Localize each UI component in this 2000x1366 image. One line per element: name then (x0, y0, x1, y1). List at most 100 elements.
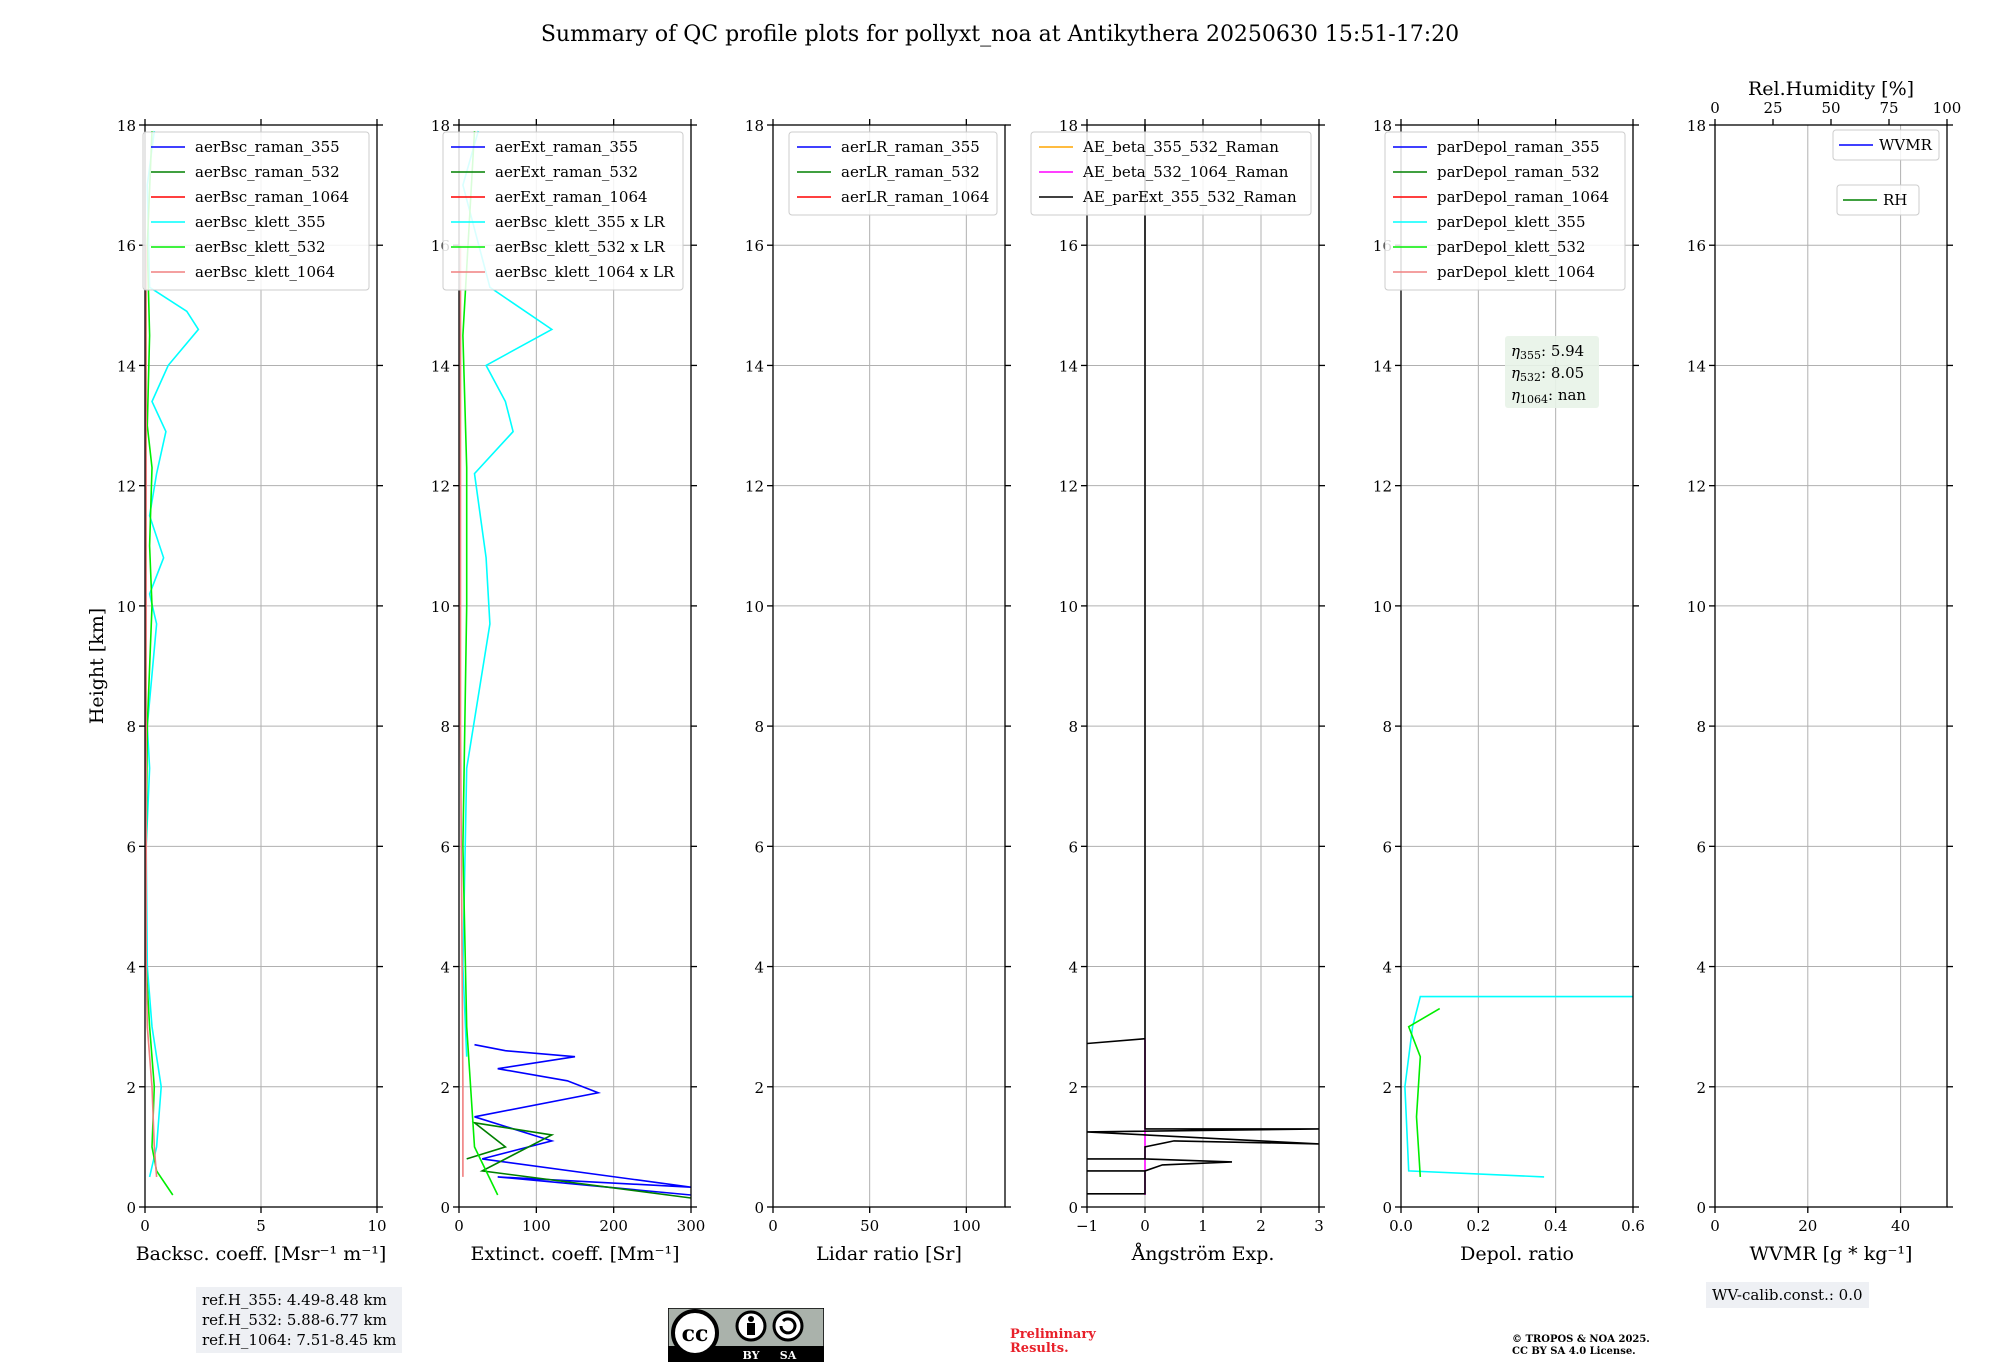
legend-label: AE_beta_532_1064_Raman (1082, 163, 1289, 181)
legend-box (1836, 184, 1920, 216)
y-tick-label: 16 (1059, 237, 1078, 255)
legend-label: aerBsc_raman_532 (195, 163, 340, 181)
panel-3: 0 2 4 6 8 10 12 14 16 18 0 50 100 Lidar ratio [Sr] aer… (745, 117, 1011, 1265)
x-tick-label: 5 (256, 1217, 266, 1235)
series-line (466, 1121, 691, 1199)
legend-label: aerExt_raman_1064 (495, 188, 648, 206)
y-tick-label: 8 (1696, 718, 1706, 736)
y-tick-label: 6 (754, 838, 764, 856)
y-tick-label: 10 (1687, 598, 1706, 616)
legend-label: AE_parExt_355_532_Raman (1082, 188, 1297, 206)
legend-label: parDepol_raman_532 (1437, 163, 1600, 181)
x-tick-label: 1 (1198, 1217, 1208, 1235)
series-line (145, 130, 174, 1196)
y-tick-label: 14 (1373, 357, 1392, 375)
y-tick-label: 18 (431, 117, 450, 135)
x-axis-label: Lidar ratio [Sr] (816, 1243, 962, 1265)
x-axis-label: WVMR [g * kg⁻¹] (1750, 1243, 1913, 1265)
legend-box (142, 131, 370, 291)
series-line (1407, 1007, 1441, 1177)
series-line (145, 130, 200, 1178)
y-tick-label: 18 (1373, 117, 1392, 135)
y-tick-label: 8 (1068, 718, 1078, 736)
eta-annotation: η532: 8.05 (1511, 364, 1584, 384)
ref-height-532: ref.H_532: 5.88-6.77 km (202, 1311, 387, 1329)
y-tick-label: 0 (440, 1199, 450, 1217)
x-axis-label: Extinct. coeff. [Mm⁻¹] (470, 1243, 679, 1265)
y-tick-label: 2 (1068, 1079, 1078, 1097)
x-axis-label: Depol. ratio (1460, 1243, 1574, 1265)
x-tick-label: 3 (1314, 1217, 1324, 1235)
series-line (1087, 125, 1319, 1195)
series-line (459, 245, 464, 1177)
legend-label: parDepol_raman_355 (1437, 138, 1600, 156)
sa-text: SA (780, 1349, 797, 1362)
cc-text: cc (682, 1321, 709, 1347)
y-tick-label: 6 (440, 838, 450, 856)
x-tick-label: 0 (454, 1217, 464, 1235)
x-tick-label: 0 (1140, 1217, 1150, 1235)
legend-box (788, 131, 998, 216)
x2-tick-label: 75 (1879, 99, 1898, 117)
copyright-note: © TROPOS & NOA 2025. CC BY SA 4.0 Licens… (1512, 1334, 1650, 1357)
x-tick-label: 0 (1710, 1217, 1720, 1235)
x-tick-label: 300 (677, 1217, 706, 1235)
y-tick-label: 2 (1696, 1079, 1706, 1097)
y-tick-label: 18 (1687, 117, 1706, 135)
plot-frame (458, 124, 692, 1208)
sa-icon (772, 1310, 804, 1342)
series-line (1404, 995, 1633, 1178)
legend-label: AE_beta_355_532_Raman (1082, 138, 1279, 156)
y-tick-label: 0 (1382, 1199, 1392, 1217)
y-tick-label: 6 (1382, 838, 1392, 856)
y-tick-label: 12 (745, 478, 764, 496)
x-tick-label: 0.2 (1466, 1217, 1490, 1235)
y-tick-label: 14 (745, 357, 764, 375)
y-tick-label: 16 (117, 237, 136, 255)
x-tick-label: 0.6 (1621, 1217, 1645, 1235)
y-tick-label: 4 (1696, 959, 1706, 977)
legend-label: aerBsc_raman_355 (195, 138, 340, 156)
legend-label: parDepol_klett_532 (1437, 238, 1586, 256)
y-tick-label: 18 (117, 117, 136, 135)
y-tick-label: 0 (1696, 1199, 1706, 1217)
x2-tick-label: 0 (1710, 99, 1720, 117)
y-tick-label: 4 (1068, 959, 1078, 977)
y-tick-label: 2 (440, 1079, 450, 1097)
x-tick-label: 20 (1798, 1217, 1817, 1235)
cc-license-badge: cc BY SA (667, 1307, 825, 1363)
y-tick-label: 10 (745, 598, 764, 616)
legend-label: aerBsc_klett_355 (195, 213, 326, 231)
x-tick-label: 0.0 (1389, 1217, 1413, 1235)
x-tick-label: 40 (1891, 1217, 1910, 1235)
y-tick-label: 10 (1059, 598, 1078, 616)
ref-height-1064: ref.H_1064: 7.51-8.45 km (202, 1331, 397, 1349)
y-tick-label: 6 (1696, 838, 1706, 856)
x2-tick-label: 50 (1821, 99, 1840, 117)
y-tick-label: 2 (1382, 1079, 1392, 1097)
panel-1: 0 2 4 6 8 10 12 14 16 18 0 5 10 Backsc. coeff. [Msr⁻¹… (117, 117, 387, 1265)
legend-label: aerBsc_raman_1064 (195, 188, 349, 206)
y-axis-label: Height [km] (86, 608, 108, 724)
x2-axis-label: Rel.Humidity [%] (1748, 78, 1914, 100)
y-tick-label: 16 (745, 237, 764, 255)
x-tick-label: 0 (768, 1217, 778, 1235)
legend-label: aerLR_raman_355 (841, 138, 980, 156)
series-line (145, 245, 158, 1177)
eta-annotation: η355: 5.94 (1511, 342, 1584, 362)
ref-height-box: ref.H_355: 4.49-8.48 km ref.H_532: 5.88-… (196, 1287, 403, 1353)
y-tick-label: 8 (1382, 718, 1392, 736)
eta-annotation-box (1505, 336, 1599, 408)
by-text: BY (743, 1349, 760, 1362)
legend-label: parDepol_raman_1064 (1437, 188, 1609, 206)
x-tick-label: 100 (522, 1217, 551, 1235)
y-tick-label: 14 (117, 357, 136, 375)
legend-label: aerBsc_klett_1064 x LR (495, 263, 675, 281)
eta-annotation: η1064: nan (1511, 386, 1586, 406)
y-tick-label: 12 (117, 478, 136, 496)
y-tick-label: 2 (126, 1079, 136, 1097)
legend-label: aerBsc_klett_532 x LR (495, 238, 666, 256)
